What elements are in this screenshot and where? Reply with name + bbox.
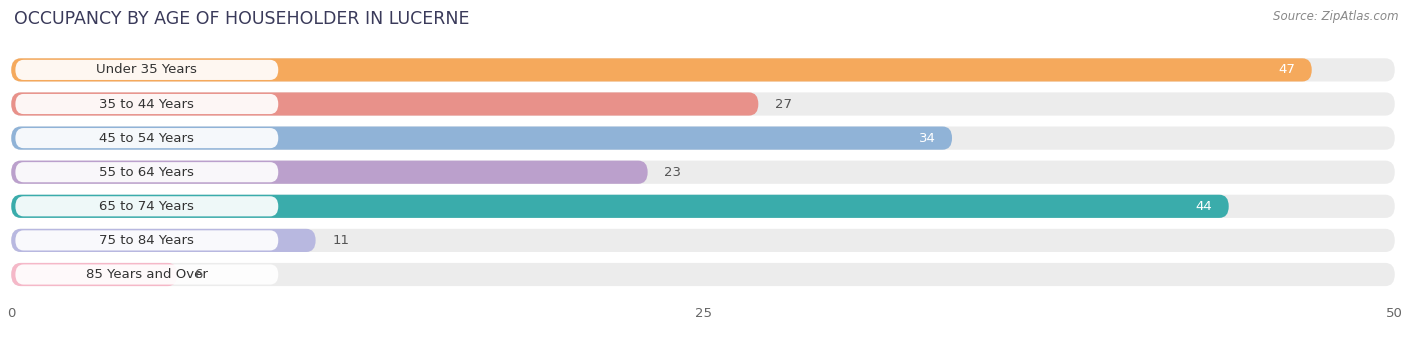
- FancyBboxPatch shape: [11, 195, 1229, 218]
- Text: 6: 6: [194, 268, 202, 281]
- FancyBboxPatch shape: [15, 231, 278, 250]
- FancyBboxPatch shape: [11, 195, 1395, 218]
- FancyBboxPatch shape: [15, 94, 278, 114]
- FancyBboxPatch shape: [11, 263, 177, 286]
- FancyBboxPatch shape: [15, 162, 278, 182]
- FancyBboxPatch shape: [15, 196, 278, 216]
- Text: 75 to 84 Years: 75 to 84 Years: [100, 234, 194, 247]
- Text: 65 to 74 Years: 65 to 74 Years: [100, 200, 194, 213]
- Text: 34: 34: [918, 132, 935, 145]
- Text: 27: 27: [775, 98, 792, 110]
- FancyBboxPatch shape: [11, 92, 1395, 116]
- Text: 11: 11: [332, 234, 349, 247]
- FancyBboxPatch shape: [11, 127, 1395, 150]
- FancyBboxPatch shape: [11, 229, 1395, 252]
- Text: 45 to 54 Years: 45 to 54 Years: [100, 132, 194, 145]
- Text: 35 to 44 Years: 35 to 44 Years: [100, 98, 194, 110]
- Text: 85 Years and Over: 85 Years and Over: [86, 268, 208, 281]
- FancyBboxPatch shape: [11, 92, 758, 116]
- Text: 44: 44: [1195, 200, 1212, 213]
- Text: Source: ZipAtlas.com: Source: ZipAtlas.com: [1274, 10, 1399, 23]
- FancyBboxPatch shape: [15, 60, 278, 80]
- FancyBboxPatch shape: [11, 58, 1395, 81]
- FancyBboxPatch shape: [11, 58, 1312, 81]
- FancyBboxPatch shape: [11, 161, 648, 184]
- FancyBboxPatch shape: [11, 127, 952, 150]
- Text: 55 to 64 Years: 55 to 64 Years: [100, 166, 194, 179]
- Text: 23: 23: [664, 166, 682, 179]
- FancyBboxPatch shape: [11, 263, 1395, 286]
- Text: 47: 47: [1278, 63, 1295, 76]
- FancyBboxPatch shape: [15, 265, 278, 284]
- FancyBboxPatch shape: [11, 161, 1395, 184]
- FancyBboxPatch shape: [11, 229, 315, 252]
- Text: Under 35 Years: Under 35 Years: [97, 63, 197, 76]
- Text: OCCUPANCY BY AGE OF HOUSEHOLDER IN LUCERNE: OCCUPANCY BY AGE OF HOUSEHOLDER IN LUCER…: [14, 10, 470, 28]
- FancyBboxPatch shape: [15, 128, 278, 148]
